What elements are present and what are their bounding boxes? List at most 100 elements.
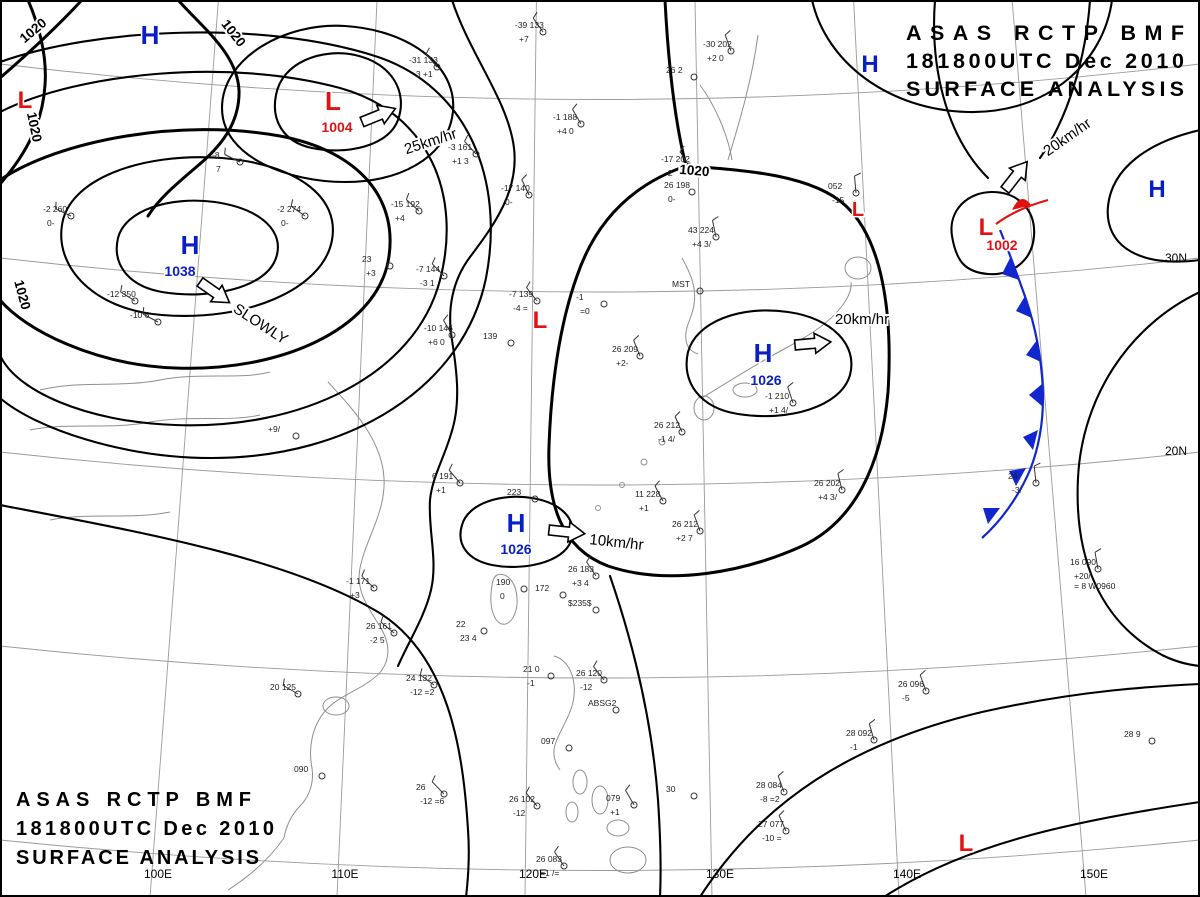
station-circle: [456, 479, 464, 487]
station-circle: [440, 790, 448, 798]
station-circle: [565, 744, 573, 752]
station-data-lower: -4 =: [513, 303, 528, 313]
grid-longitude-line: [1011, 0, 1087, 897]
wind-barb: [586, 561, 597, 577]
wind-barb: [224, 154, 241, 163]
station-data-upper: -7 139: [509, 289, 533, 299]
isobar-line-bottomright-2: [882, 800, 1200, 897]
station-data-upper: 20 125: [270, 682, 296, 692]
station-circle: [433, 63, 441, 71]
wind-barb-tick: [405, 192, 410, 200]
station-circle: [636, 352, 644, 360]
wind-barb-tick: [525, 786, 530, 794]
station-circle: [294, 690, 302, 698]
coastline-visayas: [591, 785, 609, 815]
grid-longitude-line: [694, 0, 713, 897]
wind-barb-tick: [464, 134, 469, 142]
wind-barb: [525, 792, 538, 807]
station-data-lower: -2 5: [370, 635, 385, 645]
wind-barb-tick: [526, 281, 531, 288]
wind-barb: [120, 291, 136, 302]
station-plot: -39 133 +7: [515, 12, 547, 44]
coastline-ryukyu-island: [619, 482, 625, 488]
wind-barb: [654, 485, 664, 502]
station-plot: 090: [294, 764, 326, 780]
wind-barb-tick: [361, 569, 365, 577]
isobar-line-diag-1020: [146, 0, 241, 218]
station-circle: [712, 233, 720, 241]
station-data-lower: +4 3/: [818, 492, 838, 502]
low-center-symbol: L: [852, 199, 864, 221]
station-circle: [525, 191, 533, 199]
station-data-upper: 16 090: [1070, 557, 1096, 567]
station-data-lower: +7: [519, 34, 529, 44]
station-data-lower: +2 7: [676, 533, 693, 543]
cold-front-triangle: [983, 508, 1000, 524]
station-data-lower: +4 0: [557, 126, 574, 136]
station-plot: 24-3/: [1008, 462, 1041, 495]
wind-barb-tick: [654, 480, 660, 487]
station-data-lower: -15: [832, 195, 845, 205]
wind-barb: [425, 53, 438, 68]
station-data-upper: -10 146: [424, 323, 453, 333]
station-circle: [678, 428, 686, 436]
station-circle: [318, 772, 326, 780]
wind-barb: [290, 205, 306, 217]
wind-barb: [1094, 552, 1099, 570]
wind-barb-tick: [868, 719, 876, 725]
coastline-korea: [681, 257, 699, 355]
movement-speed-label: 20km/hr: [835, 311, 889, 328]
station-data-lower: +20/: [1074, 571, 1091, 581]
station-data-upper: 223: [507, 487, 521, 497]
station-data-lower: -5: [902, 693, 910, 703]
station-circle: [870, 736, 878, 744]
station-data-upper: 190: [496, 577, 510, 587]
grid-longitude-line: [336, 0, 378, 897]
station-circle: [448, 331, 456, 339]
station-data-extra: = 8 W0960: [1074, 581, 1116, 591]
movement-arrow-high1026-japan: [793, 331, 833, 355]
station-circle: [592, 606, 600, 614]
wind-barb: [406, 199, 420, 212]
station-data-upper: 26 212: [654, 420, 680, 430]
station-plot: -12 350: [107, 285, 139, 305]
stations-layer: -39 133 +7 -31 133 -3 +1 -1 188 +4 0 -3 161 +1 …: [43, 12, 1156, 878]
station-circle: [600, 676, 608, 684]
analysis-title-line2: 181800UTC Dec 2010: [16, 818, 274, 840]
station-plot: 27 077 -10 =: [758, 810, 790, 843]
wind-barb-tick: [282, 678, 285, 686]
station-data-upper: 172: [535, 583, 549, 593]
wind-barb-tick: [674, 411, 681, 417]
wind-barb: [593, 666, 605, 681]
movement-speed-label: SLOWLY: [230, 300, 291, 348]
station-circle: [600, 300, 608, 308]
station-circle: [67, 212, 75, 220]
wind-barb: [868, 723, 875, 741]
station-plot: 26 161 -2 5: [366, 615, 398, 645]
isobar-line-low1002: [950, 190, 1036, 276]
wind-barb-tick: [431, 775, 436, 783]
station-plot: -1=0: [576, 292, 608, 316]
wind-barb: [679, 151, 690, 167]
coastline-luzon: [553, 655, 575, 771]
station-plot: 052-15: [828, 172, 862, 205]
station-circle: [592, 572, 600, 580]
station-data-upper: -1 188: [553, 112, 577, 122]
arrow-icon: [359, 104, 397, 128]
station-circle: [685, 162, 693, 170]
station-data-upper: 139: [483, 331, 497, 341]
terrain-contour: [39, 371, 271, 391]
station-data-upper: ABSG2: [588, 698, 617, 708]
station-plot: -7 144 -3 1: [416, 257, 448, 288]
station-data-upper: -39 133: [515, 20, 544, 30]
station-plot: 26 202 +4 3/: [814, 469, 846, 502]
station-data-lower: +3: [350, 590, 360, 600]
wind-barb-tick: [787, 382, 794, 388]
grid-latitude-line: [0, 257, 1200, 293]
station-data-upper: 30: [666, 784, 676, 794]
front-layer: [981, 198, 1049, 539]
isobar-line-left-1020: [0, 0, 47, 186]
cold-front-triangle: [1026, 340, 1041, 362]
station-data-lower: -10 =: [762, 833, 782, 843]
